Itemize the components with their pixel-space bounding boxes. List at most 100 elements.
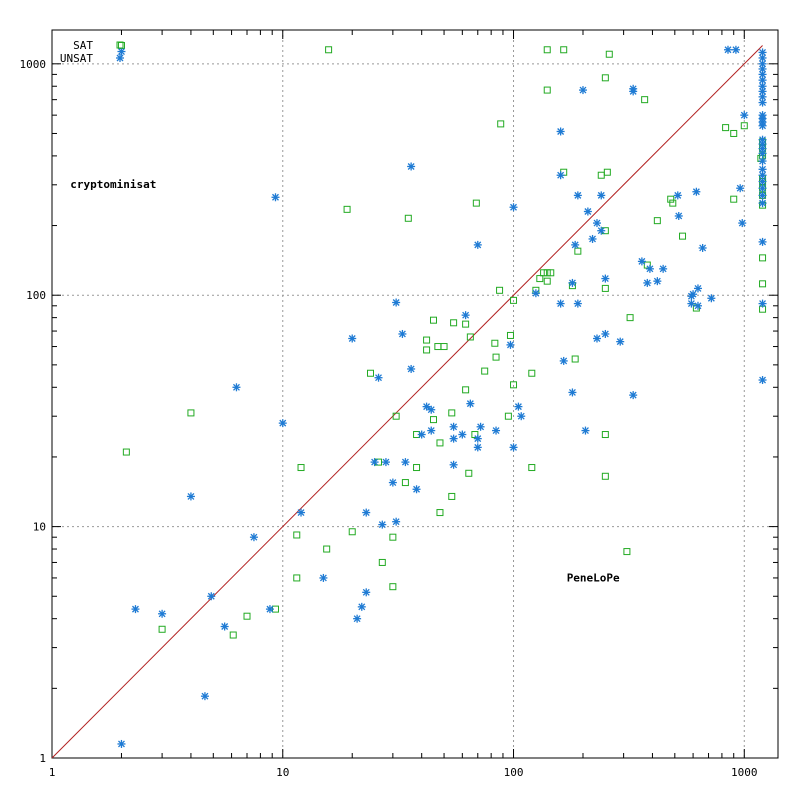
star-stroke [398, 330, 406, 338]
annotations: cryptominisat PeneLoPe [70, 178, 620, 584]
unsat-point [592, 219, 601, 228]
star-stroke [510, 203, 517, 211]
star-stroke [759, 178, 767, 185]
sat-point [497, 120, 505, 128]
sat-point [343, 205, 351, 213]
unsat-point [629, 391, 638, 400]
unsat-point [556, 127, 565, 136]
sat-point [540, 269, 548, 277]
star-stroke [740, 111, 748, 119]
sat-point [528, 464, 536, 472]
sat-point [626, 314, 634, 322]
sat-point [740, 122, 748, 130]
unsat-point [401, 458, 410, 467]
unsat-point [278, 419, 287, 428]
unsat-point [740, 111, 749, 120]
unsat-point [573, 299, 582, 308]
unsat-point [643, 278, 652, 287]
data-points [117, 41, 767, 748]
sat-point [601, 472, 609, 480]
star-stroke [699, 244, 707, 252]
unsat-point [758, 59, 767, 68]
star-stroke [589, 235, 596, 243]
sat-point [448, 409, 456, 417]
sat-point [481, 367, 489, 375]
unsat-point [692, 187, 701, 196]
unsat-point [637, 257, 646, 266]
star-stroke [759, 54, 767, 62]
sat-point [429, 316, 437, 324]
star-stroke [759, 48, 767, 56]
star-stroke [557, 300, 565, 308]
unsat-point [693, 301, 702, 310]
unsat-point [674, 211, 683, 220]
sat-point [722, 124, 730, 132]
star-stroke [413, 485, 421, 493]
x-tick-label: 10 [276, 766, 289, 779]
unsat-point [353, 614, 362, 623]
unsat-point [200, 692, 209, 701]
star-stroke [362, 509, 370, 517]
star-stroke [392, 518, 400, 526]
sat-point [323, 545, 331, 553]
unsat-point [645, 264, 654, 273]
unsat-point [616, 337, 625, 346]
unsat-point [220, 622, 229, 631]
star-stroke [382, 458, 390, 466]
star-stroke [250, 533, 258, 541]
unsat-point [461, 311, 470, 320]
star-stroke [629, 391, 637, 399]
unsat-point [723, 45, 732, 54]
diagonal-line [51, 45, 763, 759]
sat-point [429, 416, 437, 424]
unsat-point [473, 443, 482, 452]
star-stroke [759, 99, 767, 107]
star-stroke [597, 227, 605, 235]
star-stroke [272, 193, 279, 201]
unsat-point [362, 508, 371, 517]
star-stroke [659, 265, 667, 273]
unsat-point [568, 388, 577, 397]
star-stroke [450, 423, 458, 431]
sat-point [667, 195, 675, 203]
star-stroke [687, 300, 695, 308]
sat-point [506, 331, 514, 339]
sat-point [462, 320, 470, 328]
star-stroke [692, 188, 700, 196]
sat-point [543, 46, 551, 54]
unsat-point [458, 430, 467, 439]
sat-point [536, 275, 544, 283]
star-stroke [450, 435, 458, 443]
sat-point [574, 247, 582, 255]
sat-point [423, 346, 431, 354]
star-stroke [732, 46, 740, 54]
star-stroke [462, 311, 470, 319]
sat-point [401, 479, 409, 487]
unsat-point [398, 329, 407, 338]
star-stroke [158, 610, 166, 618]
star-stroke [118, 48, 125, 55]
star-stroke [738, 219, 746, 227]
star-stroke [407, 365, 415, 373]
star-stroke [557, 171, 565, 179]
sat-point [462, 386, 470, 394]
star-stroke [674, 191, 682, 199]
star-stroke [724, 46, 732, 54]
unsat-point [492, 426, 501, 435]
unsat-point [370, 458, 379, 467]
unsat-point [758, 299, 767, 308]
unsat-point [583, 207, 592, 216]
sat-point [759, 280, 767, 288]
unsat-point [117, 739, 126, 748]
star-stroke [423, 403, 431, 411]
sat-point [597, 171, 605, 179]
unsat-point [653, 277, 662, 286]
sat-point [122, 448, 130, 456]
star-stroke [477, 423, 485, 431]
star-stroke [132, 605, 139, 613]
y-tick-label: 10 [33, 521, 46, 534]
star-stroke [759, 376, 767, 384]
y-tick-label: 1000 [20, 58, 47, 71]
